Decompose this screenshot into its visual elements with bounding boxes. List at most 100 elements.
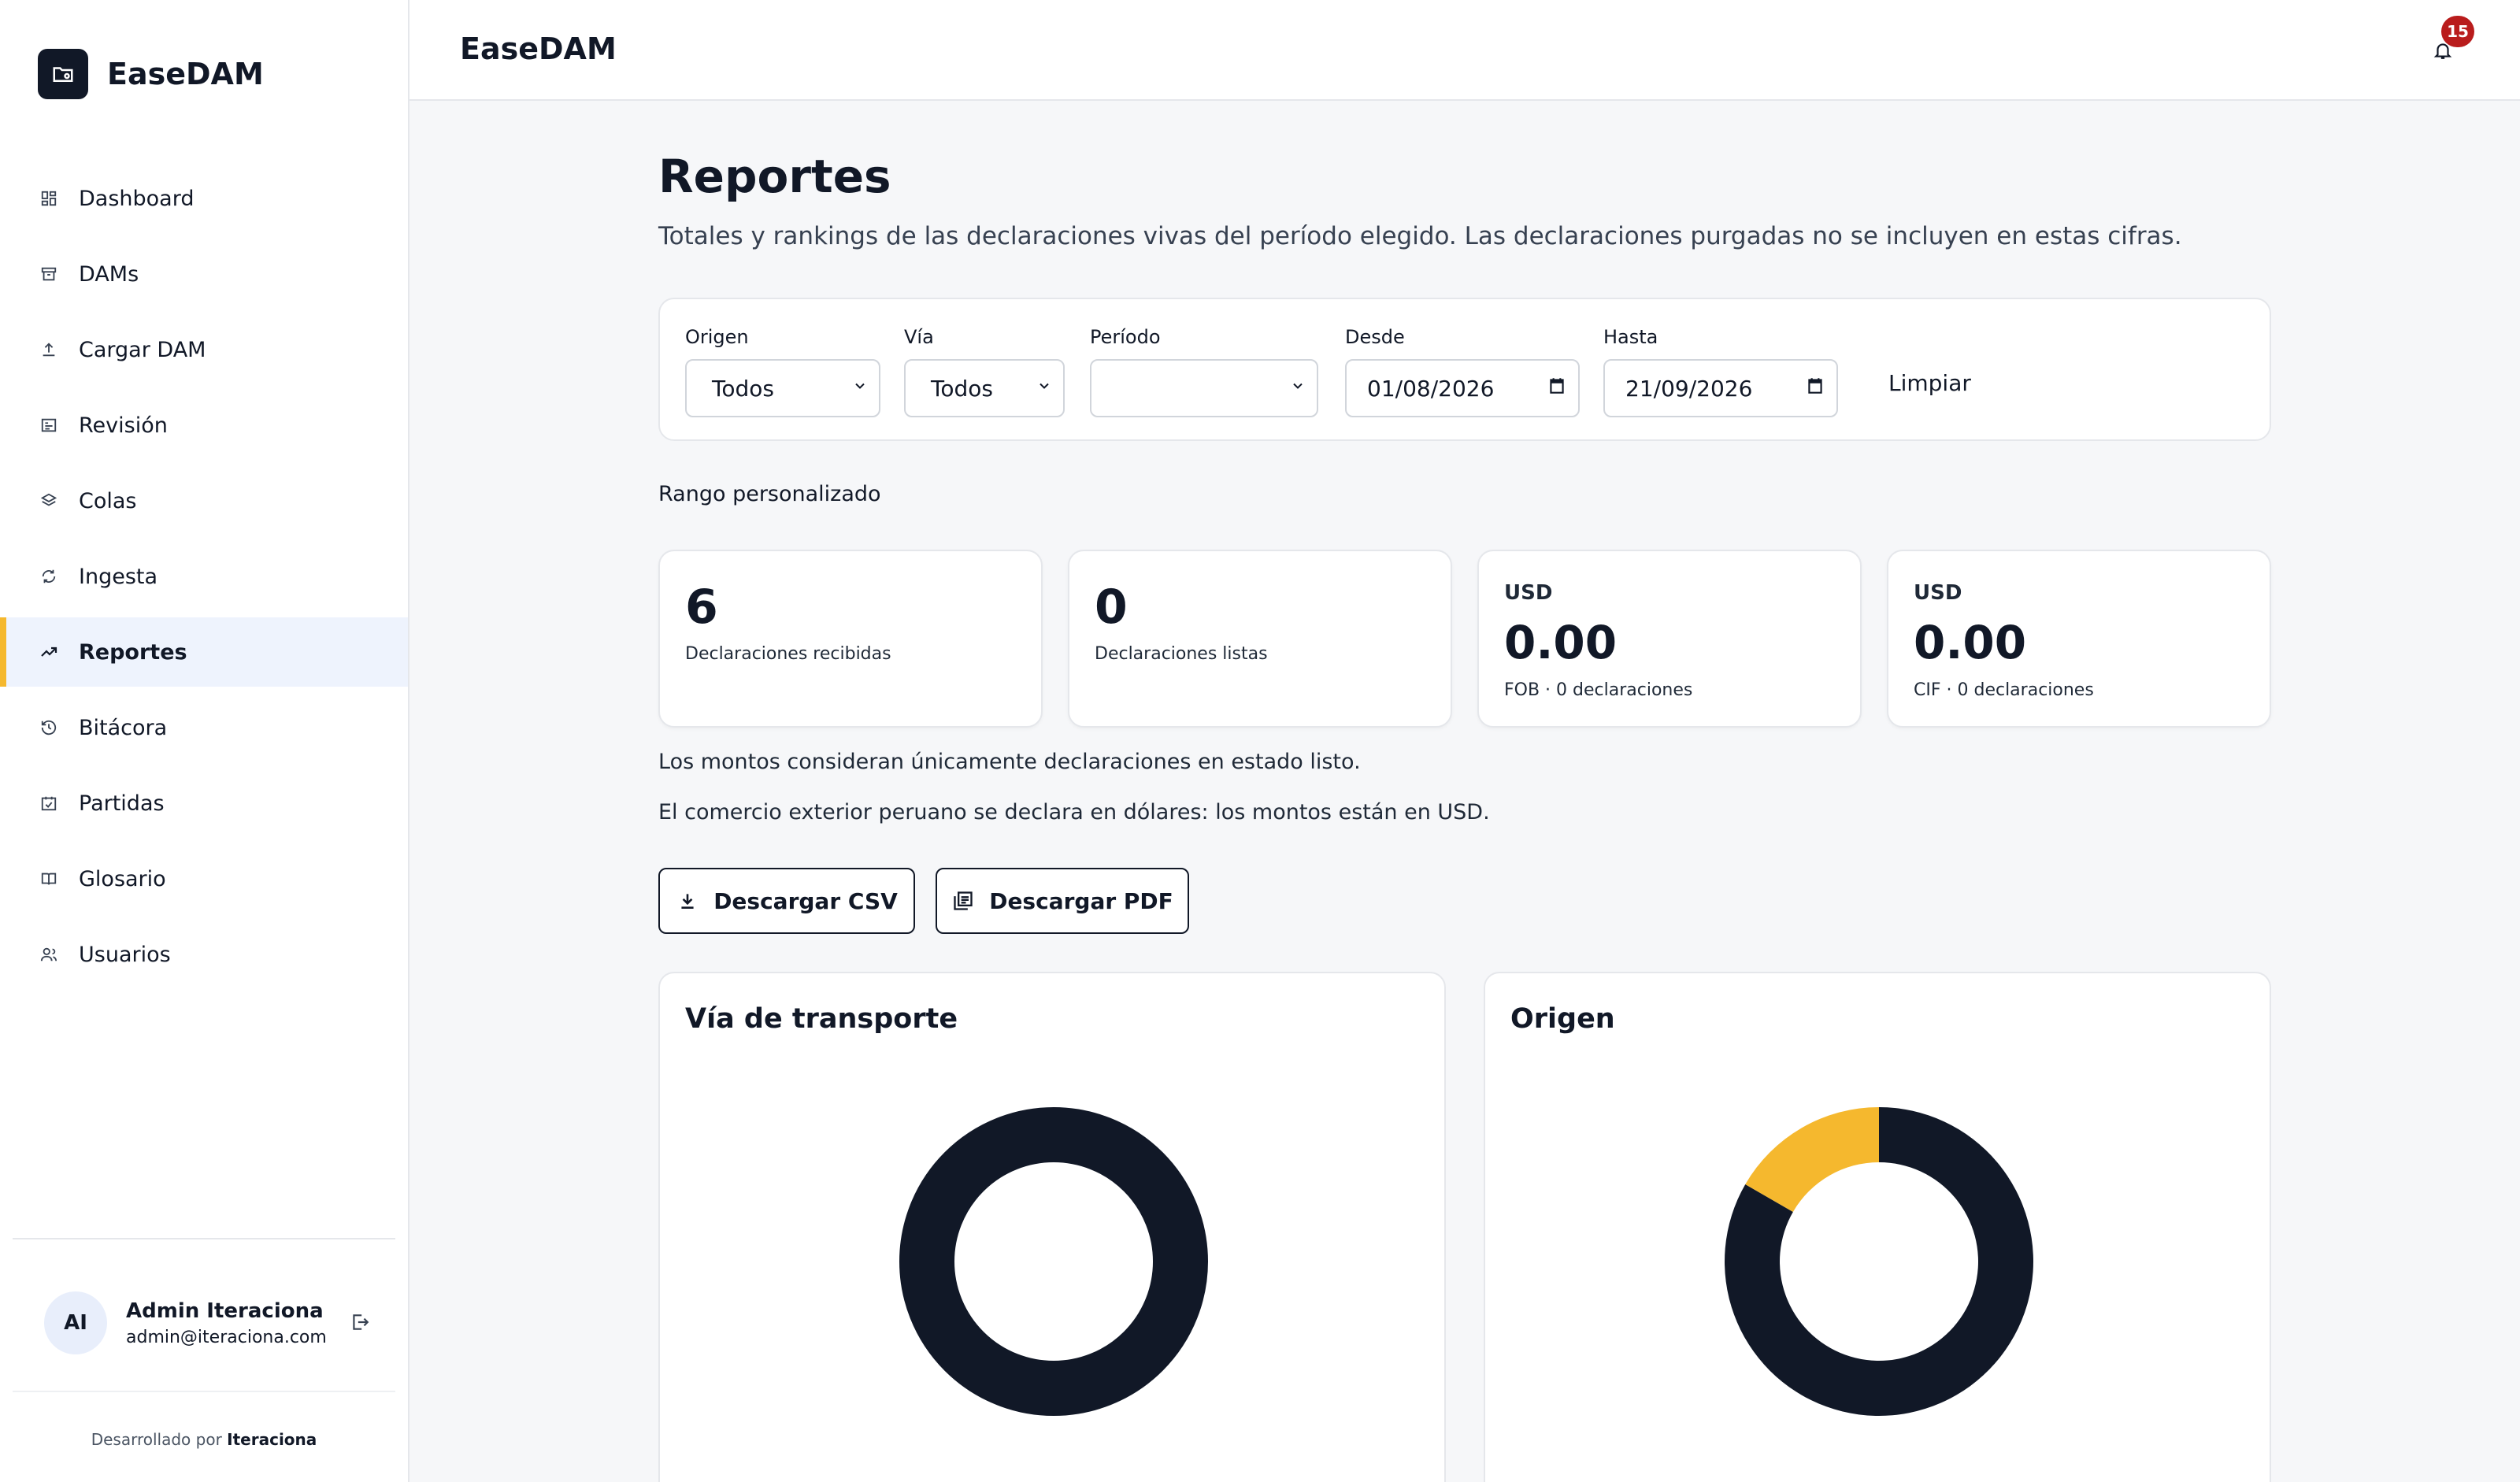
stat-currency: USD	[1914, 581, 1962, 605]
page-subtitle: Totales y rankings de las declaraciones …	[658, 222, 2182, 250]
button-label: Descargar PDF	[989, 887, 1173, 914]
filter-via: Vía Todos	[904, 326, 1065, 417]
select-value: Todos	[712, 375, 774, 402]
sidebar-item-bitacora[interactable]: Bitácora	[0, 693, 408, 762]
pdf-file-icon	[951, 889, 975, 913]
chart-card-origen: Origen Ingesta AutomáticaIngesta Web	[1484, 972, 2271, 1482]
bell-icon[interactable]	[2429, 36, 2457, 65]
footer-credit: Desarrollado por Iteraciona	[0, 1430, 408, 1449]
slice-ingesta-automatica[interactable]	[1725, 1107, 2033, 1416]
book-icon	[38, 868, 60, 890]
stat-value: 6	[685, 580, 718, 635]
sidebar-item-cargar-dam[interactable]: Cargar DAM	[0, 315, 408, 384]
sidebar: EaseDAM Dashboard DAMs Cargar DAM Revisi…	[0, 0, 410, 1482]
stat-label: Declaraciones recibidas	[685, 644, 891, 664]
filters-panel: Origen Todos Vía Todos Período Desde 01/…	[658, 298, 2271, 441]
sidebar-item-usuarios[interactable]: Usuarios	[0, 920, 408, 989]
stat-value: 0.00	[1504, 616, 1618, 669]
sidebar-item-colas[interactable]: Colas	[0, 466, 408, 535]
sidebar-item-dams[interactable]: DAMs	[0, 239, 408, 309]
user-name: Admin Iteraciona	[126, 1299, 324, 1323]
sidebar-item-label: Dashboard	[79, 186, 195, 211]
layers-icon	[38, 490, 60, 512]
filter-label: Origen	[685, 326, 749, 348]
stat-value: 0.00	[1914, 616, 2027, 669]
chart-card-via: Vía de transporte Sin dato	[658, 972, 1446, 1482]
sidebar-item-revision[interactable]: Revisión	[0, 391, 408, 460]
filter-label: Hasta	[1603, 326, 1658, 348]
upload-icon	[38, 339, 60, 361]
topbar-title: EaseDAM	[460, 31, 617, 66]
via-select[interactable]: Todos	[904, 359, 1065, 417]
stat-value: 0	[1095, 580, 1128, 635]
sidebar-item-ingesta[interactable]: Ingesta	[0, 542, 408, 611]
filter-origen: Origen Todos	[685, 326, 880, 417]
sidebar-item-label: Revisión	[79, 413, 168, 438]
sidebar-nav: Dashboard DAMs Cargar DAM Revisión Colas…	[0, 164, 408, 995]
filter-periodo: Período	[1090, 326, 1318, 417]
calendar-icon[interactable]	[1547, 376, 1567, 402]
stat-label: CIF · 0 declaraciones	[1914, 680, 2094, 700]
logout-icon[interactable]	[346, 1309, 373, 1336]
chevron-down-icon	[852, 378, 868, 398]
sidebar-item-label: Usuarios	[79, 942, 171, 967]
origen-select[interactable]: Todos	[685, 359, 880, 417]
stat-label: FOB · 0 declaraciones	[1504, 680, 1693, 700]
archive-icon	[38, 263, 60, 285]
grid-icon	[38, 187, 60, 209]
stat-currency: USD	[1504, 581, 1553, 605]
sidebar-item-label: Bitácora	[79, 715, 168, 740]
topbar: EaseDAM 15	[410, 0, 2520, 101]
page-title: Reportes	[658, 150, 891, 203]
sidebar-item-label: Ingesta	[79, 564, 158, 589]
user-email: admin@iteraciona.com	[126, 1327, 327, 1347]
filter-label: Vía	[904, 326, 934, 348]
refresh-icon	[38, 565, 60, 587]
history-icon	[38, 717, 60, 739]
sidebar-item-dashboard[interactable]: Dashboard	[0, 164, 408, 233]
filter-label: Desde	[1345, 326, 1405, 348]
slice-sin-dato[interactable]	[899, 1107, 1208, 1416]
date-value: 01/08/2026	[1367, 375, 1495, 402]
note-listo: Los montos consideran únicamente declara…	[658, 750, 1361, 774]
divider	[13, 1391, 395, 1392]
review-icon	[38, 414, 60, 436]
calendar-check-icon	[38, 792, 60, 814]
filter-hasta: Hasta 21/09/2026	[1603, 326, 1838, 417]
sidebar-item-glosario[interactable]: Glosario	[0, 844, 408, 913]
user-profile[interactable]: AI Admin Iteraciona admin@iteraciona.com	[44, 1291, 327, 1354]
folder-cog-icon	[38, 49, 88, 99]
stat-card-fob: USD 0.00 FOB · 0 declaraciones	[1477, 550, 1862, 728]
trend-icon	[38, 641, 60, 663]
download-csv-button[interactable]: Descargar CSV	[658, 868, 915, 934]
sidebar-item-label: Cargar DAM	[79, 337, 206, 362]
periodo-select[interactable]	[1090, 359, 1318, 417]
sidebar-item-label: Colas	[79, 488, 137, 513]
sidebar-item-label: DAMs	[79, 261, 139, 287]
desde-date-input[interactable]: 01/08/2026	[1345, 359, 1580, 417]
sidebar-item-label: Glosario	[79, 866, 166, 891]
user-info: Admin Iteraciona admin@iteraciona.com	[126, 1299, 327, 1347]
sidebar-item-label: Partidas	[79, 791, 165, 816]
download-icon	[676, 889, 699, 913]
donut-chart-origen	[1725, 1107, 2033, 1416]
chevron-down-icon	[1290, 378, 1306, 398]
filter-desde: Desde 01/08/2026	[1345, 326, 1580, 417]
sidebar-item-reportes[interactable]: Reportes	[0, 617, 408, 687]
users-icon	[38, 943, 60, 965]
footer-credit-company[interactable]: Iteraciona	[227, 1430, 317, 1449]
clear-filters-button[interactable]: Limpiar	[1888, 370, 1971, 396]
download-pdf-button[interactable]: Descargar PDF	[936, 868, 1189, 934]
range-label: Rango personalizado	[658, 482, 881, 506]
stat-label: Declaraciones listas	[1095, 644, 1268, 664]
notification-badge: 15	[2441, 16, 2474, 47]
stat-card-listas: 0 Declaraciones listas	[1068, 550, 1452, 728]
chevron-down-icon	[1036, 378, 1052, 398]
filter-label: Período	[1090, 326, 1161, 348]
sidebar-item-partidas[interactable]: Partidas	[0, 769, 408, 838]
slice-ingesta-web[interactable]	[1745, 1107, 1879, 1212]
calendar-icon[interactable]	[1805, 376, 1825, 402]
brand[interactable]: EaseDAM	[38, 49, 264, 99]
chart-title: Origen	[1510, 1003, 1615, 1035]
hasta-date-input[interactable]: 21/09/2026	[1603, 359, 1838, 417]
